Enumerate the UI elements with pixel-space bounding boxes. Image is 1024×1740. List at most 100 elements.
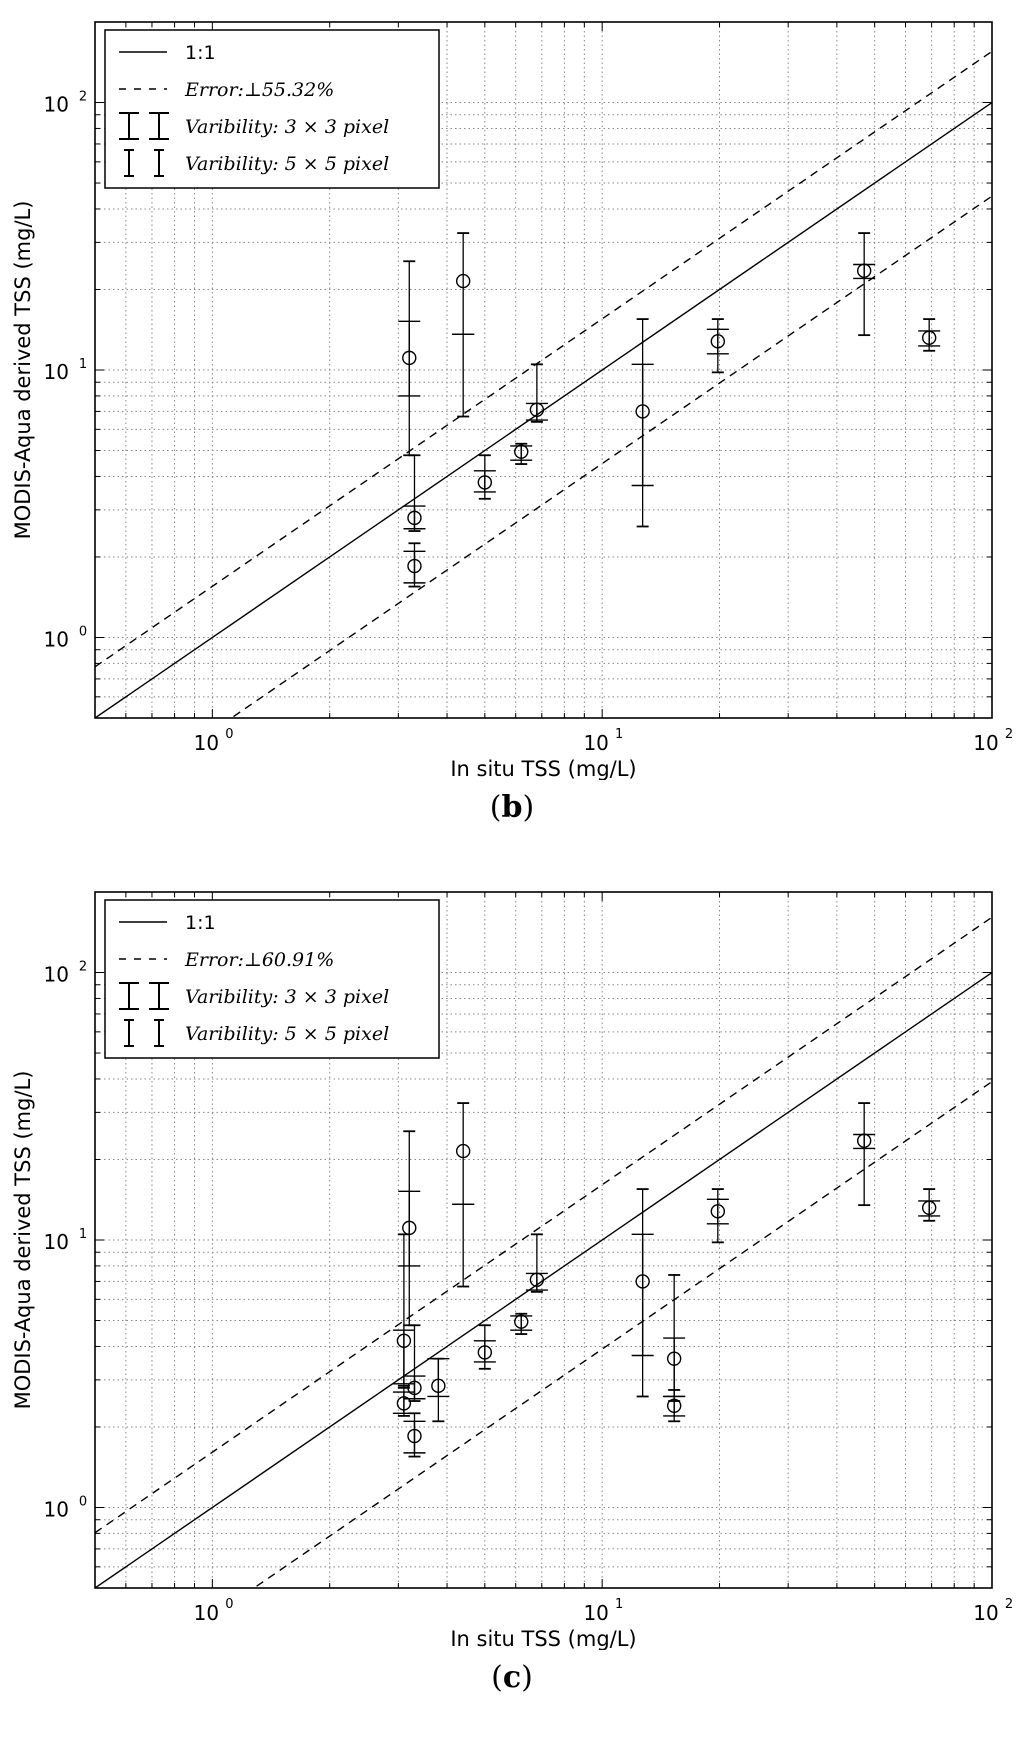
- caption-b-letter: b: [501, 790, 523, 825]
- data-point-group: [403, 454, 426, 532]
- x-axis-label: In situ TSS (mg/L): [450, 757, 636, 780]
- caption-b: (b): [0, 790, 1024, 825]
- x-tick-label: 10: [973, 1601, 998, 1625]
- chart-panel-c: 10 0 10 0 10 1 10 1 10 2 10 2 In situ TSS (mg/L) MODI…: [0, 870, 1024, 1740]
- y-tick-label: 10: [44, 1497, 69, 1521]
- y-tick-exponent: 1: [79, 357, 87, 372]
- caption-c-close: ): [521, 1660, 533, 1695]
- chart-c-svg: 10 0 10 0 10 1 10 1 10 2 10 2 In situ TSS (mg/L) MODI…: [11, 891, 1013, 1650]
- caption-c-letter: c: [502, 1660, 522, 1695]
- data-point-marker: [396, 1396, 412, 1411]
- y-axis-label: MODIS-Aqua derived TSS (mg/L): [11, 1071, 35, 1410]
- error-bound-line: [252, 1081, 992, 1588]
- chart-b-svg: 10 0 10 0 10 1 10 1 10 2 10 2 In situ TSS (mg/L) MODI…: [11, 21, 1013, 780]
- x-tick-exponent: 0: [225, 727, 233, 742]
- legend: 1:1 Error:⊥55.32% Varibility: 3 × 3 pixel V…: [104, 29, 440, 189]
- x-tick-label: 10: [973, 731, 998, 755]
- data-point-marker: [514, 1314, 529, 1329]
- y-tick-exponent: 0: [79, 624, 87, 639]
- data-point-marker: [666, 1351, 682, 1366]
- data-point-marker: [529, 402, 545, 417]
- ticks: [94, 891, 993, 1589]
- data-point-group: [473, 1324, 496, 1370]
- legend-label: 1:1: [185, 42, 216, 64]
- caption-b-open: (: [489, 790, 502, 825]
- y-tick-exponent: 0: [79, 1494, 87, 1509]
- data-point-group: [392, 1233, 415, 1389]
- data-point-group: [918, 1188, 941, 1222]
- data-point-marker: [407, 1428, 422, 1444]
- data-point-marker: [921, 330, 937, 345]
- data-point-group: [403, 542, 426, 588]
- data-point-group: [510, 1312, 533, 1335]
- x-tick-exponent: 1: [615, 727, 623, 742]
- caption-b-close: ): [522, 790, 535, 825]
- legend-label: Varibility: 5 × 5 pixel: [185, 153, 389, 175]
- data-point-marker: [666, 1398, 682, 1413]
- data-point-group: [403, 1324, 426, 1402]
- legend-label: Varibility: 5 × 5 pixel: [185, 1023, 389, 1045]
- data-point-marker: [635, 1274, 650, 1289]
- x-axis-label: In situ TSS (mg/L): [450, 1627, 636, 1650]
- x-tick-label: 10: [194, 1601, 219, 1625]
- x-tick-exponent: 2: [1005, 1597, 1013, 1612]
- y-tick-label: 10: [44, 360, 69, 384]
- data-point-marker: [710, 1204, 726, 1219]
- data-point-marker: [635, 404, 650, 419]
- data-point-marker: [856, 263, 872, 278]
- data-point-marker: [710, 334, 726, 349]
- data-point-group: [403, 1412, 426, 1458]
- data-point-group: [663, 1389, 686, 1423]
- data-point-group: [525, 1233, 548, 1293]
- x-tick-exponent: 1: [615, 1597, 623, 1612]
- legend-label: Error:⊥55.32%: [184, 79, 334, 101]
- data-point-marker: [407, 1380, 422, 1396]
- data-point-group: [398, 260, 421, 457]
- data-point-marker: [407, 558, 422, 574]
- data-point-marker: [921, 1200, 937, 1215]
- data-point-group: [427, 1357, 450, 1423]
- data-point-marker: [529, 1272, 545, 1287]
- caption-c: (c): [0, 1660, 1024, 1695]
- y-tick-label: 10: [44, 93, 69, 117]
- data-point-marker: [431, 1378, 446, 1394]
- legend-label: Error:⊥60.91%: [184, 949, 334, 971]
- legend-box: [104, 899, 440, 1059]
- data-point-group: [918, 318, 941, 352]
- y-axis-label: MODIS-Aqua derived TSS (mg/L): [11, 201, 35, 540]
- data-point-group: [525, 363, 548, 423]
- data-point-marker: [402, 350, 417, 366]
- data-point-marker: [477, 475, 493, 490]
- y-tick-exponent: 1: [79, 1227, 87, 1242]
- data-point-marker: [396, 1333, 412, 1348]
- legend-box: [104, 29, 440, 189]
- data-point-group: [452, 1102, 475, 1288]
- data-point-group: [473, 454, 496, 500]
- data-point-group: [398, 1130, 421, 1327]
- data-point-marker: [407, 510, 422, 526]
- data-point-marker: [455, 1143, 471, 1159]
- y-tick-exponent: 2: [79, 90, 87, 105]
- x-tick-label: 10: [583, 1601, 608, 1625]
- data-point-group: [510, 442, 533, 465]
- data-point-marker: [514, 444, 529, 459]
- data-point-group: [853, 1102, 876, 1207]
- data-point-group: [706, 1188, 729, 1244]
- y-tick-label: 10: [44, 627, 69, 651]
- legend: 1:1 Error:⊥60.91% Varibility: 3 × 3 pixel V…: [104, 899, 440, 1059]
- legend-label: Varibility: 3 × 3 pixel: [185, 116, 389, 138]
- data-point-group: [663, 1274, 686, 1402]
- y-tick-exponent: 2: [79, 960, 87, 975]
- x-tick-label: 10: [194, 731, 219, 755]
- data-point-marker: [856, 1133, 872, 1148]
- data-point-group: [706, 318, 729, 374]
- y-tick-label: 10: [44, 963, 69, 987]
- data-point-group: [631, 1188, 654, 1398]
- x-tick-exponent: 2: [1005, 727, 1013, 742]
- y-tick-label: 10: [44, 1230, 69, 1254]
- chart-panel-b: 10 0 10 0 10 1 10 1 10 2 10 2 In situ TSS (mg/L) MODI…: [0, 21, 1024, 825]
- data-point-group: [853, 232, 876, 337]
- data-point-group: [452, 232, 475, 418]
- data-point-group: [631, 318, 654, 528]
- error-bound-line: [230, 195, 992, 718]
